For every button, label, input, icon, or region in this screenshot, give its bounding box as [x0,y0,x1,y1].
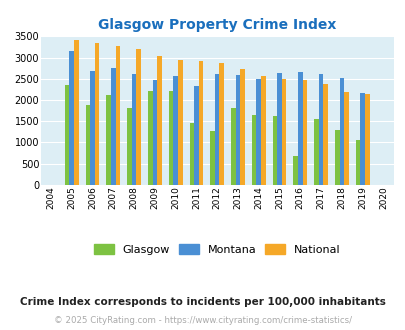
Legend: Glasgow, Montana, National: Glasgow, Montana, National [94,244,340,254]
Bar [148,91,152,185]
Bar [157,56,161,185]
Bar [219,63,224,185]
Bar [343,92,348,185]
Bar [318,75,323,185]
Bar [90,71,95,185]
Bar [230,108,235,185]
Bar [277,73,281,185]
Bar [302,81,307,185]
Bar [297,72,302,185]
Bar [293,156,297,185]
Bar [74,40,79,185]
Bar [111,68,115,185]
Bar [136,49,141,185]
Bar [189,123,194,185]
Bar [360,93,364,185]
Bar [334,130,339,185]
Bar [240,69,244,185]
Bar [256,79,260,185]
Bar [173,76,177,185]
Bar [85,105,90,185]
Bar [281,79,286,185]
Bar [210,131,214,185]
Bar [132,74,136,185]
Bar [65,85,69,185]
Bar [339,78,343,185]
Title: Glasgow Property Crime Index: Glasgow Property Crime Index [98,18,336,32]
Bar [177,60,182,185]
Bar [313,119,318,185]
Text: Crime Index corresponds to incidents per 100,000 inhabitants: Crime Index corresponds to incidents per… [20,297,385,307]
Bar [95,43,99,185]
Bar [69,51,74,185]
Bar [152,80,157,185]
Bar [272,116,277,185]
Bar [127,109,132,185]
Bar [364,94,369,185]
Bar [168,91,173,185]
Bar [214,75,219,185]
Bar [260,76,265,185]
Bar [194,85,198,185]
Bar [106,95,111,185]
Bar [235,75,240,185]
Bar [115,47,120,185]
Bar [323,84,327,185]
Bar [198,61,203,185]
Text: © 2025 CityRating.com - https://www.cityrating.com/crime-statistics/: © 2025 CityRating.com - https://www.city… [54,316,351,325]
Bar [355,140,360,185]
Bar [251,115,256,185]
